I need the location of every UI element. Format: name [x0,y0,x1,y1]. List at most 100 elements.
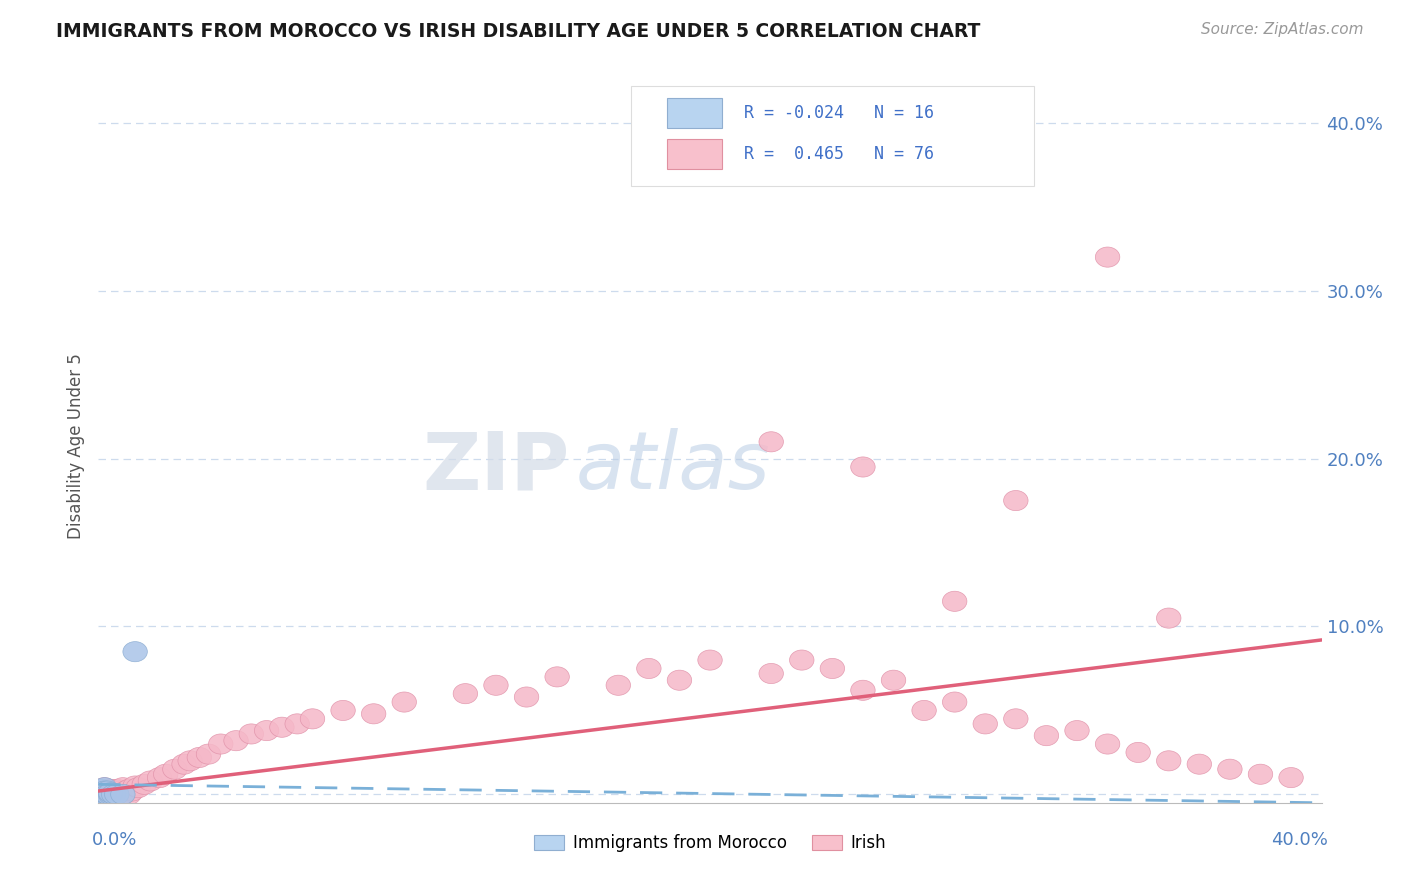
Ellipse shape [98,782,122,803]
Text: 0.0%: 0.0% [93,831,138,849]
Ellipse shape [93,784,117,805]
Text: ZIP: ZIP [422,428,569,507]
Ellipse shape [606,675,630,696]
Ellipse shape [637,658,661,679]
Ellipse shape [96,781,120,801]
Ellipse shape [697,650,723,670]
Text: IMMIGRANTS FROM MOROCCO VS IRISH DISABILITY AGE UNDER 5 CORRELATION CHART: IMMIGRANTS FROM MOROCCO VS IRISH DISABIL… [56,22,980,41]
Ellipse shape [93,784,117,805]
Ellipse shape [208,734,233,754]
Ellipse shape [224,731,249,751]
Ellipse shape [546,667,569,687]
Ellipse shape [127,778,150,797]
Ellipse shape [96,781,120,801]
Ellipse shape [484,675,508,696]
Ellipse shape [285,714,309,734]
Ellipse shape [101,781,127,801]
Ellipse shape [172,754,197,774]
Text: R = -0.024   N = 16: R = -0.024 N = 16 [744,104,934,122]
Text: Source: ZipAtlas.com: Source: ZipAtlas.com [1201,22,1364,37]
Ellipse shape [93,784,117,805]
Ellipse shape [101,784,127,805]
Ellipse shape [515,687,538,707]
Ellipse shape [111,784,135,805]
Ellipse shape [179,751,202,771]
Ellipse shape [89,784,114,805]
Ellipse shape [820,658,845,679]
Ellipse shape [1095,734,1119,754]
FancyBboxPatch shape [630,86,1035,186]
Ellipse shape [104,784,129,805]
Ellipse shape [153,764,179,784]
Ellipse shape [163,759,187,780]
Ellipse shape [361,704,385,724]
Ellipse shape [89,780,114,799]
Ellipse shape [668,670,692,690]
Text: atlas: atlas [575,428,770,507]
Ellipse shape [108,781,132,801]
Ellipse shape [882,670,905,690]
Ellipse shape [453,683,478,704]
Ellipse shape [96,784,120,805]
Ellipse shape [104,780,129,799]
Text: R =  0.465   N = 76: R = 0.465 N = 76 [744,145,934,163]
Ellipse shape [759,432,783,452]
Ellipse shape [98,784,122,805]
Ellipse shape [104,784,129,805]
Ellipse shape [1218,759,1241,780]
Ellipse shape [1279,767,1303,788]
Ellipse shape [1187,754,1212,774]
Ellipse shape [120,781,145,801]
Ellipse shape [912,700,936,721]
Ellipse shape [790,650,814,670]
Ellipse shape [759,664,783,683]
Ellipse shape [1064,721,1090,740]
Ellipse shape [93,778,117,797]
Ellipse shape [108,784,132,805]
Ellipse shape [330,700,356,721]
Ellipse shape [851,681,875,700]
FancyBboxPatch shape [668,139,723,169]
Ellipse shape [93,784,117,805]
Legend: Immigrants from Morocco, Irish: Immigrants from Morocco, Irish [527,828,893,859]
Ellipse shape [392,692,416,712]
Ellipse shape [942,591,967,611]
Ellipse shape [117,784,141,805]
Ellipse shape [98,784,122,805]
Ellipse shape [122,776,148,796]
Ellipse shape [942,692,967,712]
Ellipse shape [1095,247,1119,268]
Ellipse shape [89,784,114,805]
Y-axis label: Disability Age Under 5: Disability Age Under 5 [67,353,86,539]
Ellipse shape [93,781,117,801]
Ellipse shape [254,721,278,740]
Ellipse shape [89,784,114,805]
Ellipse shape [89,784,114,805]
Ellipse shape [89,780,114,799]
Ellipse shape [114,781,138,801]
Ellipse shape [117,780,141,799]
Ellipse shape [1157,751,1181,771]
Ellipse shape [148,767,172,788]
Ellipse shape [239,724,263,744]
Ellipse shape [93,778,117,797]
Ellipse shape [973,714,997,734]
Ellipse shape [101,784,127,805]
Ellipse shape [96,784,120,805]
Ellipse shape [98,780,122,799]
Ellipse shape [851,457,875,477]
Ellipse shape [1126,742,1150,763]
Ellipse shape [122,641,148,662]
Ellipse shape [111,784,135,805]
Ellipse shape [1157,608,1181,628]
Ellipse shape [187,747,211,767]
Ellipse shape [96,784,120,805]
Ellipse shape [138,771,163,791]
Ellipse shape [270,717,294,738]
Ellipse shape [1035,725,1059,746]
Ellipse shape [1004,709,1028,729]
Ellipse shape [111,778,135,797]
Ellipse shape [1004,491,1028,510]
Ellipse shape [132,774,156,795]
Ellipse shape [301,709,325,729]
